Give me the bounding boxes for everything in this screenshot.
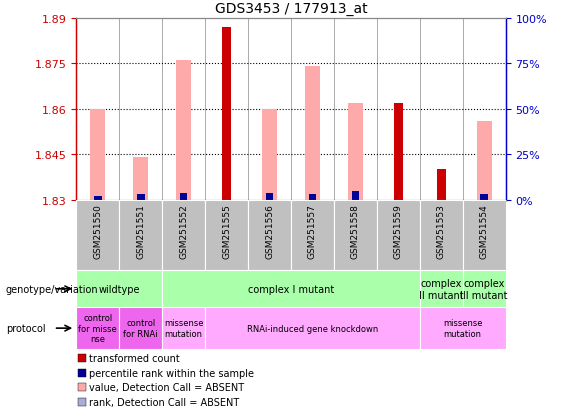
- Bar: [463, 271, 506, 308]
- Bar: [78, 383, 86, 391]
- Bar: [377, 200, 420, 271]
- Bar: [262, 109, 277, 200]
- Bar: [133, 158, 148, 200]
- Bar: [78, 369, 86, 377]
- Bar: [205, 308, 420, 349]
- Text: control
for misse
nse: control for misse nse: [79, 313, 117, 343]
- Bar: [176, 61, 191, 200]
- Bar: [263, 195, 276, 200]
- Bar: [94, 197, 102, 200]
- Bar: [223, 191, 231, 200]
- Text: GSM251554: GSM251554: [480, 204, 489, 259]
- Bar: [478, 197, 490, 200]
- Bar: [76, 200, 119, 271]
- Bar: [394, 103, 403, 200]
- Text: GSM251557: GSM251557: [308, 204, 317, 259]
- Text: complex I mutant: complex I mutant: [248, 284, 334, 294]
- Bar: [480, 195, 488, 200]
- Text: GSM251555: GSM251555: [222, 204, 231, 259]
- Text: GSM251551: GSM251551: [136, 204, 145, 259]
- Text: missense
mutation: missense mutation: [443, 319, 483, 338]
- Bar: [137, 195, 145, 200]
- Bar: [463, 200, 506, 271]
- Bar: [308, 195, 316, 200]
- Bar: [90, 109, 105, 200]
- Text: RNAi-induced gene knockdown: RNAi-induced gene knockdown: [247, 324, 378, 333]
- Title: GDS3453 / 177913_at: GDS3453 / 177913_at: [215, 2, 367, 16]
- Bar: [222, 28, 231, 200]
- Text: genotype/variation: genotype/variation: [6, 284, 98, 294]
- Bar: [180, 193, 188, 200]
- Text: complex
III mutant: complex III mutant: [460, 278, 508, 300]
- Bar: [76, 308, 119, 349]
- Bar: [291, 200, 334, 271]
- Bar: [76, 271, 162, 308]
- Text: protocol: protocol: [6, 323, 45, 333]
- Bar: [477, 121, 492, 200]
- Bar: [305, 67, 320, 200]
- Bar: [162, 200, 205, 271]
- Bar: [420, 200, 463, 271]
- Text: GSM251559: GSM251559: [394, 204, 403, 259]
- Bar: [349, 195, 362, 200]
- Bar: [119, 308, 162, 349]
- Text: GSM251553: GSM251553: [437, 204, 446, 259]
- Bar: [437, 170, 446, 200]
- Bar: [248, 200, 291, 271]
- Text: GSM251556: GSM251556: [265, 204, 274, 259]
- Text: wildtype: wildtype: [98, 284, 140, 294]
- Bar: [351, 191, 359, 200]
- Bar: [177, 195, 190, 200]
- Text: complex
II mutant: complex II mutant: [419, 278, 463, 300]
- Bar: [162, 308, 205, 349]
- Text: value, Detection Call = ABSENT: value, Detection Call = ABSENT: [89, 382, 244, 392]
- Text: missense
mutation: missense mutation: [164, 319, 203, 338]
- Bar: [205, 200, 248, 271]
- Text: transformed count: transformed count: [89, 353, 180, 363]
- Bar: [394, 190, 402, 200]
- Bar: [334, 200, 377, 271]
- Bar: [348, 103, 363, 200]
- Bar: [437, 191, 445, 200]
- Bar: [78, 398, 86, 406]
- Bar: [92, 197, 104, 200]
- Text: GSM251550: GSM251550: [93, 204, 102, 259]
- Bar: [162, 271, 420, 308]
- Text: GSM251552: GSM251552: [179, 204, 188, 259]
- Text: control
for RNAi: control for RNAi: [123, 319, 158, 338]
- Bar: [119, 200, 162, 271]
- Bar: [420, 308, 506, 349]
- Text: GSM251558: GSM251558: [351, 204, 360, 259]
- Bar: [420, 271, 463, 308]
- Bar: [78, 354, 86, 362]
- Bar: [306, 197, 319, 200]
- Text: rank, Detection Call = ABSENT: rank, Detection Call = ABSENT: [89, 396, 240, 407]
- Bar: [266, 193, 273, 200]
- Text: percentile rank within the sample: percentile rank within the sample: [89, 368, 254, 378]
- Bar: [134, 197, 147, 200]
